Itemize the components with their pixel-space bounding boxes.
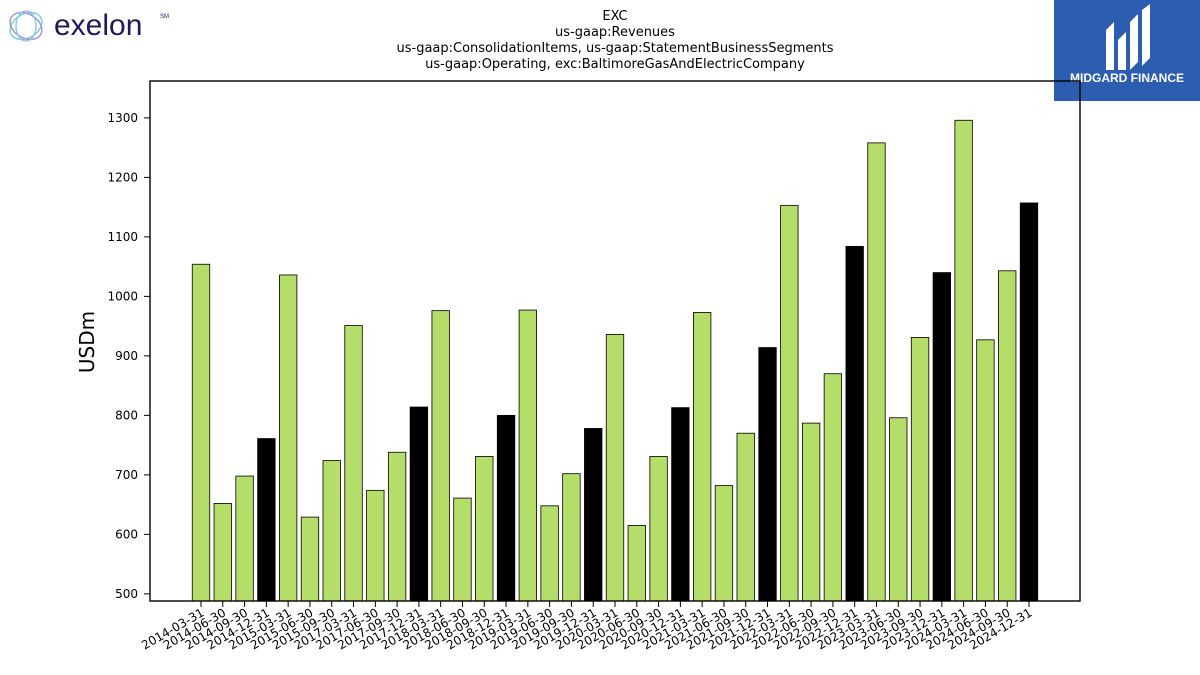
bar-2023-03-31 — [867, 142, 886, 602]
bar-2021-12-31 — [758, 347, 777, 602]
bar-2018-12-31 — [496, 414, 516, 602]
bar-2021-06-30 — [714, 485, 734, 602]
bar-2014-06-30 — [213, 503, 232, 602]
x-axis: 2014-03-312014-06-302014-09-302014-12-31… — [139, 601, 1035, 652]
bar-2015-03-31 — [279, 274, 298, 602]
bar-2019-03-31 — [518, 309, 537, 602]
exelon-wordmark: exelon — [54, 9, 142, 42]
exelon-swirl-icon — [9, 10, 43, 42]
y-tick-label-1000: 1000 — [107, 289, 138, 303]
bar-2020-09-30 — [649, 456, 668, 602]
exelon-logo-mark: exelon SM — [9, 9, 169, 42]
bar-2023-06-30 — [889, 417, 908, 602]
bar-2019-12-31 — [584, 428, 603, 602]
bar-2020-03-31 — [605, 334, 625, 602]
y-tick-label-500: 500 — [115, 587, 138, 601]
bar-2022-09-30 — [823, 373, 843, 602]
y-axis-label: USDm — [75, 311, 99, 373]
chart-title-line-1: EXC — [602, 9, 627, 24]
bar-2014-09-30 — [235, 475, 254, 602]
y-tick-label-600: 600 — [115, 527, 138, 541]
bar-2014-03-31 — [191, 263, 211, 602]
bar-2024-09-30 — [998, 270, 1017, 602]
bar-2022-03-31 — [780, 204, 799, 602]
midgard-finance-logo: MIDGARD FINANCE — [1054, 0, 1200, 101]
y-tick-label-900: 900 — [115, 349, 138, 363]
bar-2022-06-30 — [801, 422, 821, 602]
bar-2020-12-31 — [671, 407, 690, 602]
bar-2022-12-31 — [845, 245, 864, 602]
bar-2023-09-30 — [910, 337, 930, 602]
y-tick-label-800: 800 — [115, 408, 138, 422]
exelon-logo: exelon SM — [4, 4, 174, 48]
midgard-logo-graphic: MIDGARD FINANCE — [1070, 4, 1184, 85]
y-tick-label-1200: 1200 — [107, 170, 138, 184]
bar-2017-12-31 — [409, 406, 429, 602]
bar-2017-06-30 — [366, 489, 385, 602]
bar-2015-06-30 — [300, 516, 320, 602]
exelon-service-mark: SM — [160, 14, 169, 20]
bar-2014-12-31 — [257, 438, 276, 602]
bar-2024-06-30 — [976, 339, 995, 602]
y-tick-label-1300: 1300 — [107, 111, 138, 125]
bar-series — [191, 119, 1039, 602]
midgard-wordmark: MIDGARD FINANCE — [1070, 71, 1184, 85]
bar-2024-12-31 — [1019, 202, 1039, 602]
chart-title-line-3: us-gaap:ConsolidationItems, us-gaap:Stat… — [396, 41, 833, 56]
y-tick-label-700: 700 — [115, 468, 138, 482]
bar-2017-03-31 — [344, 325, 363, 602]
bar-2018-09-30 — [475, 456, 494, 602]
plot-frame — [149, 80, 1081, 602]
bar-2021-09-30 — [736, 432, 755, 602]
bar-2018-03-31 — [431, 310, 450, 602]
bar-2019-06-30 — [540, 505, 559, 602]
bar-2021-03-31 — [693, 312, 712, 602]
y-axis: 500 600 700 800 900 1000 1100 1200 1300 — [107, 111, 150, 601]
bar-2024-03-31 — [954, 119, 973, 602]
chart-title-line-4: us-gaap:Operating, exc:BaltimoreGasAndEl… — [425, 57, 805, 72]
y-tick-label-1100: 1100 — [107, 230, 138, 244]
chart-title-line-2: us-gaap:Revenues — [555, 25, 675, 40]
bar-2019-09-30 — [562, 473, 581, 602]
bar-2023-12-31 — [932, 272, 951, 602]
bar-2020-06-30 — [627, 525, 646, 602]
midgard-emblem-icon — [1106, 4, 1150, 70]
bar-2017-09-30 — [387, 451, 407, 602]
bar-2018-06-30 — [453, 497, 472, 602]
chart-title: EXC us-gaap:Revenues us-gaap:Consolidati… — [396, 9, 833, 72]
bar-2015-09-30 — [322, 460, 341, 602]
